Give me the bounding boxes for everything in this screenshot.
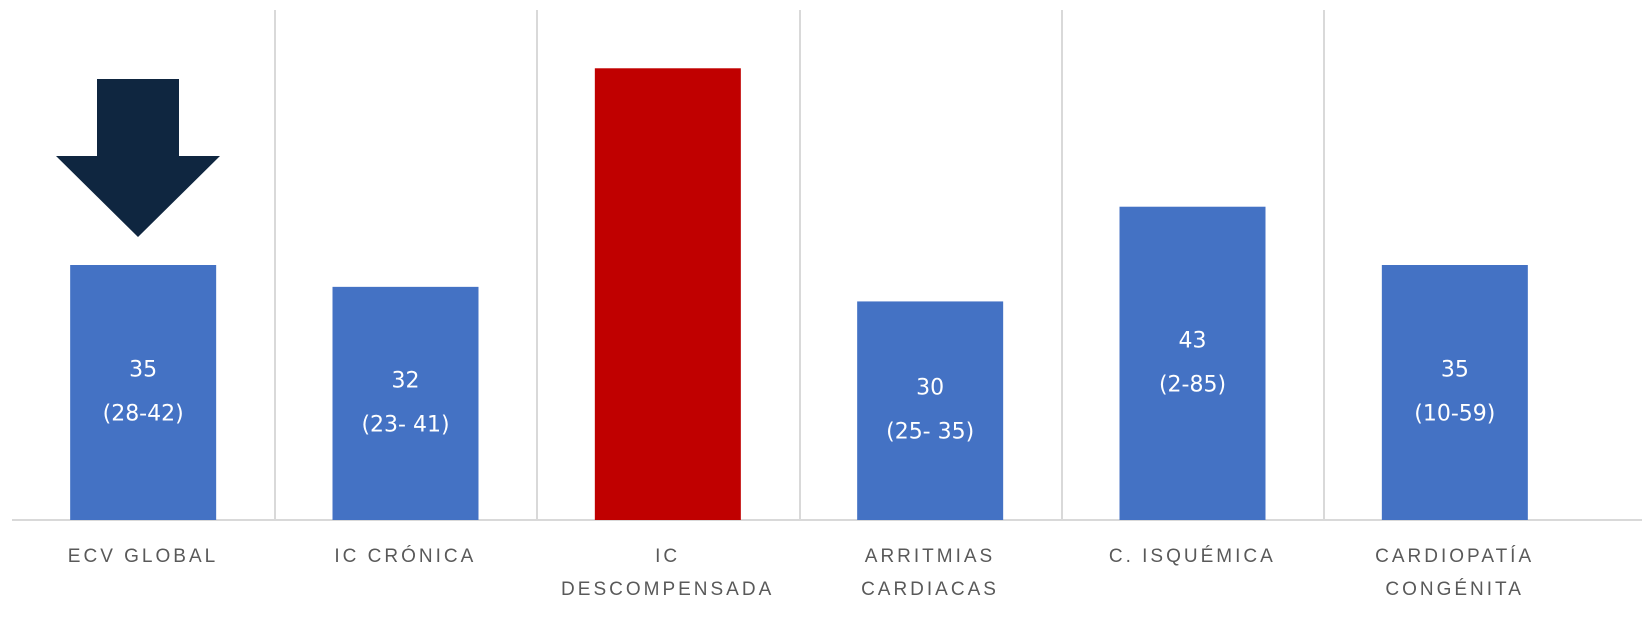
x-tick-label: ECV GLOBAL [67,546,219,567]
data-label: 35 [1441,358,1469,383]
x-tick-label: ARRITMIAS CARDIACAS [861,546,999,600]
x-tick-label: IC CRÓNICA [334,546,477,567]
x-tick-label: C. ISQUÉMICA [1108,546,1276,567]
bar [70,265,217,520]
bar [1119,206,1266,520]
range-label: (28-42) [103,402,184,427]
data-label: 35 [129,358,157,383]
bar [332,286,479,520]
data-label: 43 [1179,328,1207,353]
arrow-annotation [56,79,220,237]
data-label: 30 [916,376,944,401]
range-label: (10-59) [1414,402,1495,427]
x-tick-label: CARDIOPATÍA CONGÉNITA [1375,546,1535,600]
x-tick-label: IC DESCOMPENSADA [561,546,775,600]
bar [594,68,741,521]
range-label: (2-85) [1159,372,1226,397]
bar [1381,265,1528,520]
separators [274,10,1325,520]
range-label: (23- 41) [361,412,449,437]
data-label: 32 [392,368,420,393]
bar [857,301,1004,520]
range-label: (25- 35) [886,420,974,445]
